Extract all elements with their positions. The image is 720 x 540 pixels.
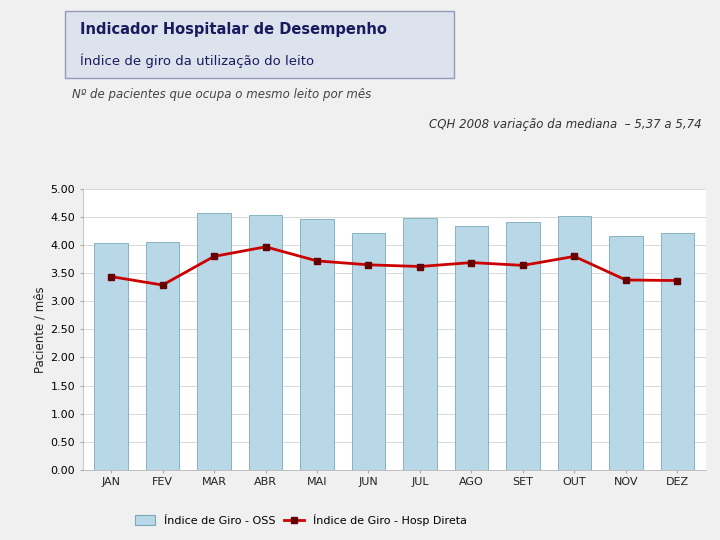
Text: Indicador Hospitalar de Desempenho: Indicador Hospitalar de Desempenho xyxy=(81,22,387,37)
Text: Índice de giro da utilização do leito: Índice de giro da utilização do leito xyxy=(81,53,315,68)
Bar xyxy=(403,218,436,470)
Bar xyxy=(660,233,694,470)
Text: Nº de pacientes que ocupa o mesmo leito por mês: Nº de pacientes que ocupa o mesmo leito … xyxy=(72,88,372,101)
Bar xyxy=(506,222,539,470)
Y-axis label: Paciente / mês: Paciente / mês xyxy=(33,286,46,373)
Bar xyxy=(352,233,385,470)
Bar xyxy=(557,216,591,470)
Legend: Índice de Giro - OSS, Índice de Giro - Hosp Direta: Índice de Giro - OSS, Índice de Giro - H… xyxy=(135,514,467,526)
Bar xyxy=(454,226,488,470)
Bar xyxy=(300,219,334,470)
Bar xyxy=(609,236,642,470)
Bar xyxy=(249,215,282,470)
FancyBboxPatch shape xyxy=(65,11,454,78)
Bar xyxy=(146,242,179,470)
Bar xyxy=(94,243,128,470)
Bar xyxy=(197,213,231,470)
Text: CQH 2008 variação da mediana  – 5,37 a 5,74: CQH 2008 variação da mediana – 5,37 a 5,… xyxy=(429,118,702,131)
